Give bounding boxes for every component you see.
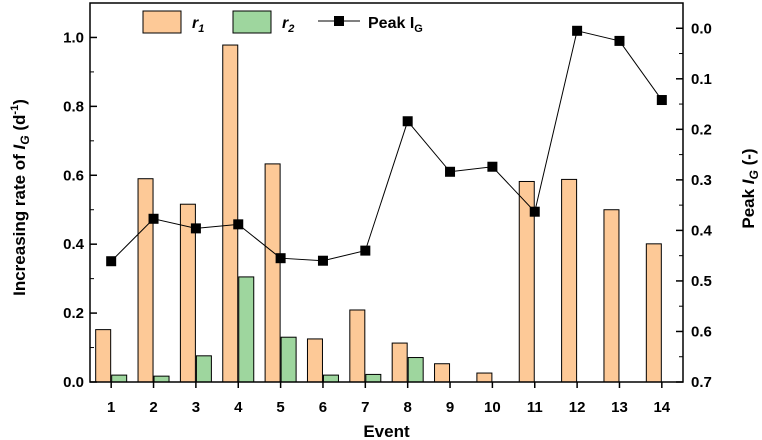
bar-r1	[306, 338, 323, 383]
bar-r1	[222, 44, 239, 383]
x-tick-label: 14	[653, 399, 670, 416]
peak-ig-marker	[529, 206, 540, 217]
y-right-tick-label: 0.5	[691, 273, 712, 290]
y-left-tick-label: 1.0	[63, 29, 84, 46]
peak-ig-marker	[317, 255, 328, 266]
legend-swatch-r2	[232, 10, 272, 34]
x-axis-title: Event	[363, 422, 410, 440]
legend-label-r1: r1	[192, 15, 204, 35]
y-right-tick-label: 0.2	[691, 121, 712, 138]
y-right-tick-label: 0.0	[691, 20, 712, 37]
x-tick-label: 12	[569, 399, 586, 416]
x-tick-label: 6	[319, 399, 327, 416]
peak-ig-marker	[614, 35, 625, 46]
y-left-tick-label: 0.2	[63, 305, 84, 322]
legend-label-peak: Peak IG	[368, 15, 423, 35]
peak-ig-marker	[190, 223, 201, 234]
x-tick-label: 11	[527, 399, 543, 416]
x-tick-label: 3	[192, 399, 200, 416]
x-tick-label: 8	[404, 399, 412, 416]
x-tick-label: 1	[107, 399, 115, 416]
bar-r2	[322, 374, 339, 383]
bar-r2	[195, 355, 212, 383]
y-axis-right-title: Peak IG (-)	[739, 148, 761, 228]
x-tick-label: 10	[484, 399, 501, 416]
bar-r2	[153, 375, 170, 383]
peak-ig-marker	[360, 245, 371, 256]
peak-ig-marker	[445, 166, 456, 177]
peak-ig-line	[110, 30, 663, 262]
legend-label-r2: r2	[282, 15, 294, 35]
y-axis-left-title: Increasing rate of IG (d-1)	[9, 99, 32, 296]
bar-r1	[561, 178, 578, 383]
bar-r1	[603, 209, 620, 383]
bar-r1	[476, 372, 493, 383]
peak-ig-marker	[148, 213, 159, 224]
x-tick-label: 13	[611, 399, 628, 416]
x-tick-label: 9	[446, 399, 454, 416]
y-right-tick-label: 0.1	[691, 71, 712, 88]
peak-ig-marker	[402, 116, 413, 127]
x-tick-label: 2	[149, 399, 157, 416]
x-tick-label: 7	[361, 399, 369, 416]
y-right-tick-label: 0.3	[691, 172, 712, 189]
bar-r2	[238, 276, 255, 383]
y-left-tick-label: 0.6	[63, 167, 84, 184]
bar-r1	[264, 163, 281, 383]
x-tick-label: 4	[234, 399, 243, 416]
series-r2-bars	[111, 276, 424, 383]
bar-r2	[365, 373, 382, 383]
legend: r1 r2 Peak IG	[142, 10, 423, 35]
bar-r2	[407, 357, 424, 383]
bar-r1	[434, 363, 451, 383]
bar-r2	[280, 336, 297, 383]
bar-r1	[645, 243, 662, 383]
peak-ig-marker	[106, 256, 117, 267]
y-right-tick-label: 0.6	[691, 323, 712, 340]
y-left-tick-label: 0.0	[63, 374, 84, 391]
y-right-tick-label: 0.7	[691, 374, 712, 391]
series-peak-ig	[106, 25, 667, 267]
peak-ig-marker	[275, 253, 286, 264]
y-right-tick-label: 0.4	[691, 222, 713, 239]
peak-ig-marker	[487, 161, 498, 172]
series-r1-bars	[95, 44, 662, 383]
bar-r2	[111, 374, 128, 383]
bar-r1	[95, 329, 112, 383]
x-tick-label: 5	[276, 399, 284, 416]
bar-r1	[137, 178, 154, 383]
plot-frame	[89, 2, 684, 383]
legend-swatch-r1	[142, 10, 182, 34]
peak-ig-marker	[233, 219, 244, 230]
peak-ig-marker	[572, 25, 583, 36]
peak-ig-marker	[656, 95, 667, 106]
y-left-tick-label: 0.4	[63, 236, 85, 253]
legend-marker-peak	[334, 16, 344, 26]
bar-r1	[391, 342, 408, 383]
bar-r1	[349, 309, 366, 383]
y-left-tick-label: 0.8	[63, 98, 84, 115]
axis-ticks: 0.0 0.2 0.4 0.6 0.8 1.0 0.0 0.1 0.2 0.3 0.4 0.5 0.6 0…	[63, 2, 713, 416]
